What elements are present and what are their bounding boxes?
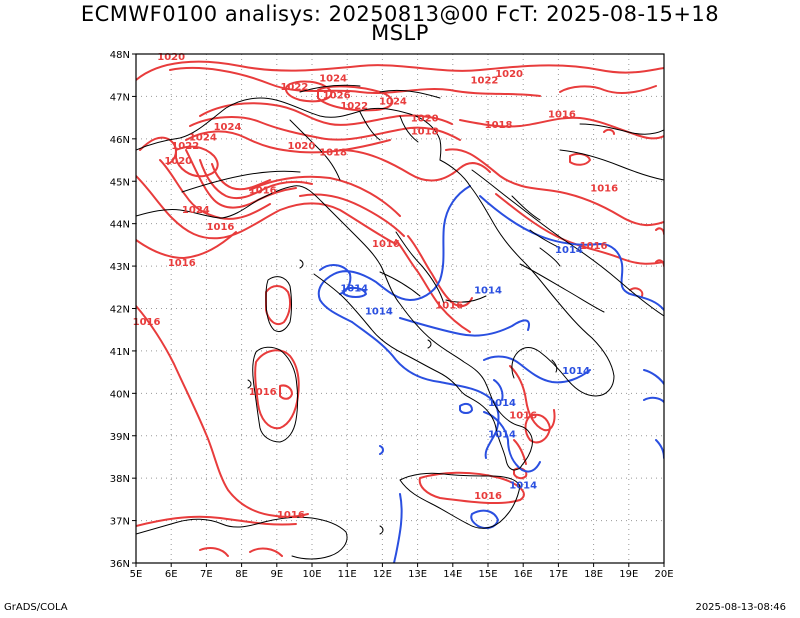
coastlines [136, 84, 664, 560]
axis-ticks: 5E 6E 7E 8E 9E 10E 11E 12E 13E 14E 15E 16E 17E 18E 19E… [110, 50, 674, 580]
isobar-label: 1014 [509, 481, 537, 492]
lon-tick-label: 15E [478, 569, 497, 580]
plot-frame [135, 53, 665, 564]
lon-tick-label: 10E [302, 569, 321, 580]
lon-tick-label: 11E [338, 569, 357, 580]
lon-tick-label: 5E [130, 569, 143, 580]
isobar-label: 1020 [157, 52, 185, 63]
isobar-label: 1016 [168, 258, 196, 269]
isobar-label: 1016 [474, 491, 502, 502]
isobars-low [317, 185, 664, 563]
isobar-label: 1018 [319, 148, 347, 159]
isobar-label: 1016 [207, 222, 235, 233]
lon-tick-label: 8E [235, 569, 248, 580]
isobar-label: 1024 [214, 122, 242, 133]
lon-tick-label: 14E [443, 569, 462, 580]
lat-tick-label: 37N [110, 517, 130, 528]
lon-tick-label: 7E [200, 569, 213, 580]
lon-tick-label: 13E [408, 569, 427, 580]
isobar-label: 1016 [372, 239, 400, 250]
isobar-label: 1024 [319, 73, 347, 84]
isobar-label: 1018 [411, 126, 439, 137]
grid-lines [136, 54, 664, 563]
credit-label: GrADS/COLA [4, 602, 68, 613]
lat-tick-label: 42N [110, 305, 130, 316]
isobar-label: 1022 [280, 82, 308, 93]
isobar-label: 1020 [411, 114, 439, 125]
lon-tick-label: 12E [373, 569, 392, 580]
isobar-label: 1016 [133, 317, 161, 328]
map-subtitle: MSLP [371, 21, 429, 45]
lat-tick-label: 48N [110, 50, 130, 61]
lon-tick-label: 6E [165, 569, 178, 580]
lon-tick-label: 18E [584, 569, 603, 580]
isobar-label: 1024 [189, 133, 217, 144]
isobar-label: 1014 [474, 285, 502, 296]
lon-tick-label: 19E [619, 569, 638, 580]
isobar-label: 1016 [249, 186, 277, 197]
isobar-label: 1018 [485, 120, 513, 131]
isobar-label: 1016 [249, 387, 277, 398]
isobar-label: 1022 [471, 75, 499, 86]
lat-tick-label: 47N [110, 92, 130, 103]
isobar-label: 1014 [340, 283, 368, 294]
isobar-label: 1022 [171, 141, 199, 152]
isobar-label: 1016 [590, 184, 618, 195]
isobar-label: 1020 [288, 141, 316, 152]
isobar-label: 1024 [379, 97, 407, 108]
lat-tick-label: 38N [110, 474, 130, 485]
isobar-label: 1020 [164, 156, 192, 167]
isobar-label: 1016 [277, 510, 305, 521]
isobars-high [136, 60, 664, 557]
isobar-label: 1014 [488, 430, 516, 441]
map-title: ECMWF0100 analisys: 20250813@00 FcT: 202… [80, 2, 720, 26]
isobar-label: 1014 [555, 245, 583, 256]
isobar-label: 1026 [323, 90, 351, 101]
lat-tick-label: 46N [110, 135, 130, 146]
timestamp-label: 2025-08-13-08:46 [695, 602, 786, 613]
lon-tick-label: 9E [270, 569, 283, 580]
isobar-label: 1024 [182, 205, 210, 216]
isobar-label: 1016 [509, 411, 537, 422]
isobar-label: 1016 [548, 109, 576, 120]
isobar-label: 1016 [435, 300, 463, 311]
lat-tick-label: 40N [110, 389, 130, 400]
isobar-label: 1014 [488, 398, 516, 409]
isobar-label: 1014 [562, 366, 590, 377]
lat-tick-label: 45N [110, 177, 130, 188]
isobar-label: 1020 [495, 69, 523, 80]
lat-tick-label: 36N [110, 559, 130, 570]
lat-tick-label: 39N [110, 432, 130, 443]
isobar-label: 1014 [365, 307, 393, 318]
lat-tick-label: 41N [110, 347, 130, 358]
lat-tick-label: 43N [110, 262, 130, 273]
lat-tick-label: 44N [110, 220, 130, 231]
lon-tick-label: 20E [654, 569, 673, 580]
lon-tick-label: 16E [514, 569, 533, 580]
isobar-label: 1022 [340, 101, 368, 112]
isobar-label: 1016 [580, 241, 608, 252]
lon-tick-label: 17E [549, 569, 568, 580]
